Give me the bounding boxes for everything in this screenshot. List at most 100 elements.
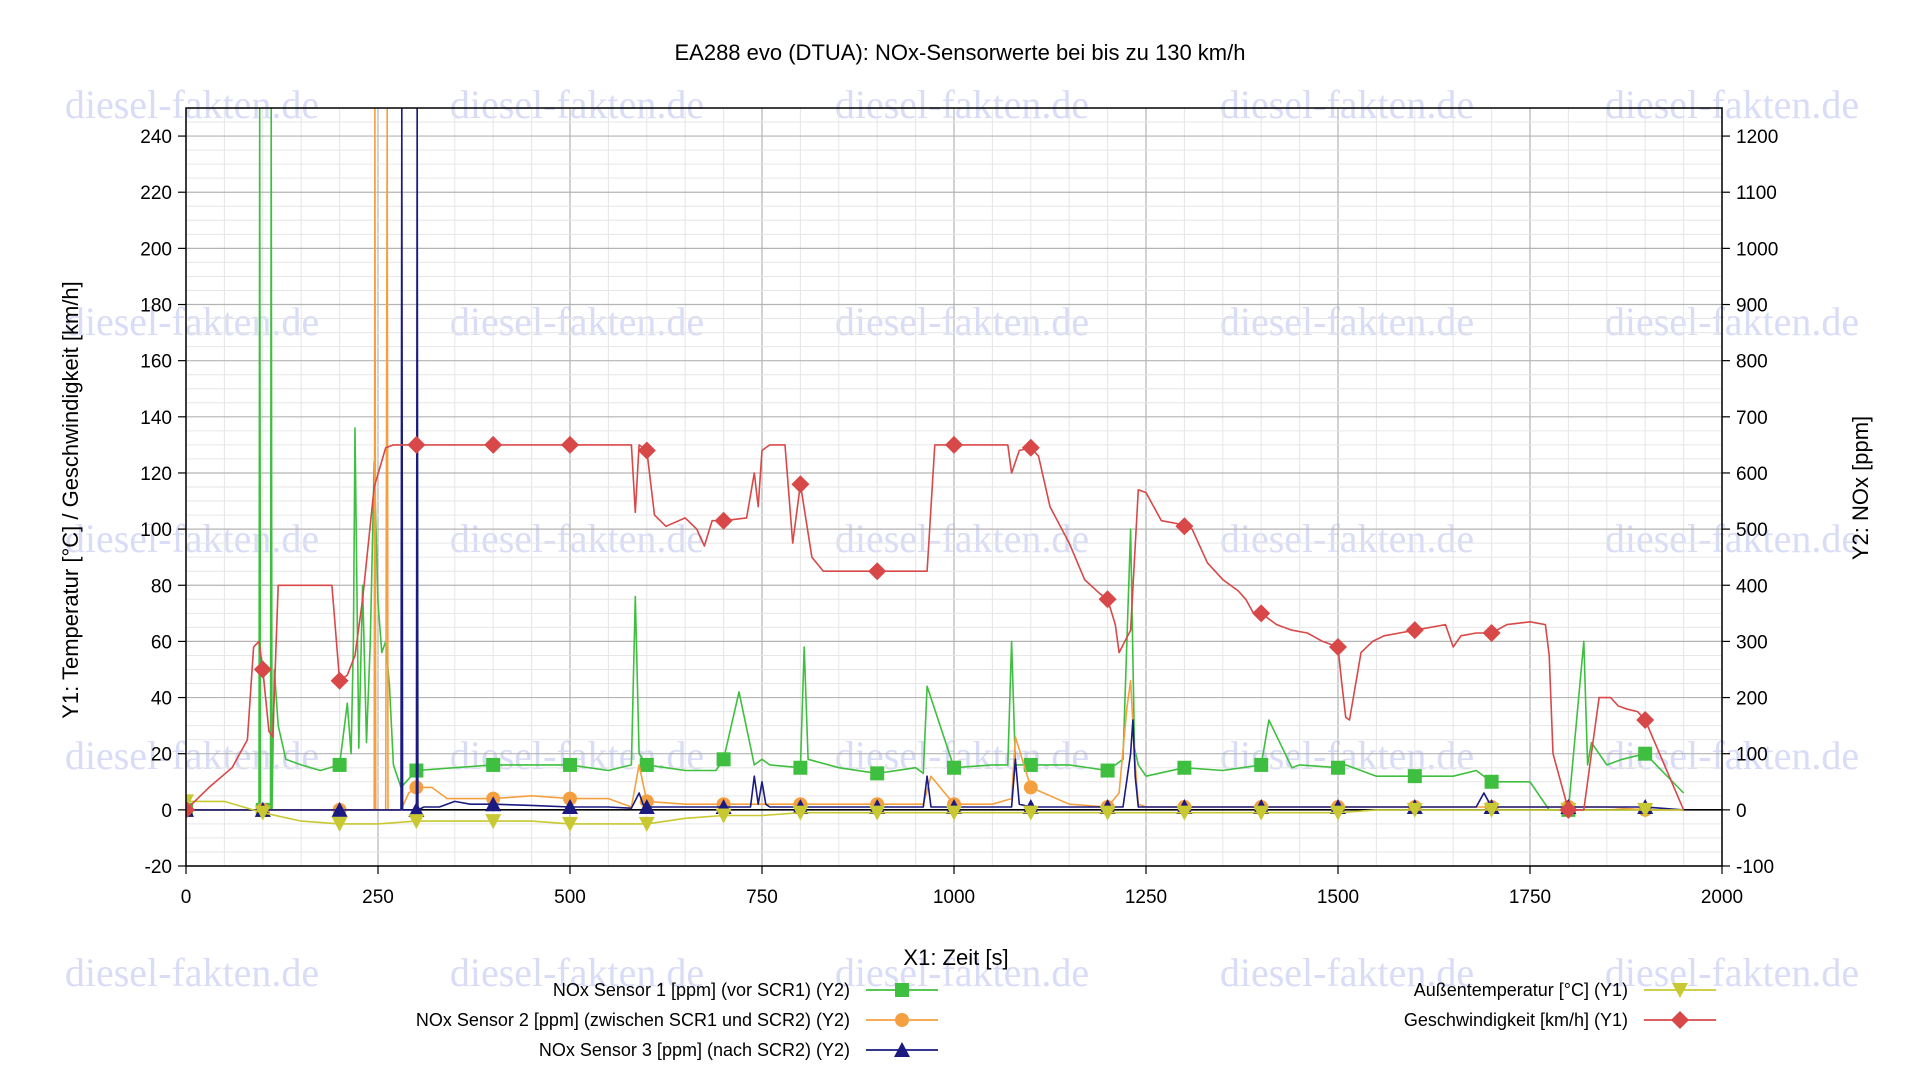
- marker-nox1: [639, 757, 654, 772]
- watermark-text: diesel-fakten.de: [1220, 516, 1474, 561]
- x-tick-label: 1250: [1125, 887, 1167, 908]
- y1-axis-title: Y1: Temperatur [°C] / Geschwindigkeit [k…: [58, 281, 83, 719]
- x-tick-label: 1000: [933, 887, 975, 908]
- watermark-text: diesel-fakten.de: [65, 516, 319, 561]
- marker-nox1: [870, 766, 885, 781]
- y1-tick-label: -20: [145, 857, 172, 878]
- marker-nox1: [1407, 769, 1422, 784]
- legend-label: Außentemperatur [°C] (Y1): [1414, 980, 1628, 1000]
- marker-speed: [1405, 621, 1424, 640]
- marker-speed: [1482, 623, 1501, 642]
- y1-tick-label: 180: [140, 296, 172, 317]
- marker-temp: [715, 808, 732, 824]
- watermark-text: diesel-fakten.de: [1220, 950, 1474, 995]
- watermark-text: diesel-fakten.de: [65, 733, 319, 778]
- marker-temp: [562, 816, 578, 832]
- marker-nox1: [793, 760, 808, 775]
- watermark-text: diesel-fakten.de: [450, 299, 704, 344]
- x-tick-label: 1500: [1317, 887, 1359, 908]
- series-nox1: [186, 108, 1685, 817]
- marker-nox1: [1638, 746, 1653, 761]
- watermark-text: diesel-fakten.de: [65, 82, 319, 127]
- watermark-text: diesel-fakten.de: [450, 516, 704, 561]
- x-tick-label: 2000: [1701, 887, 1743, 908]
- legend: NOx Sensor 1 [ppm] (vor SCR1) (Y2) NOx Se…: [416, 980, 1716, 1060]
- marker-speed: [253, 660, 272, 679]
- series-temp: [186, 794, 1684, 832]
- legend-marker: [895, 1013, 909, 1027]
- y2-tick-label: -100: [1736, 857, 1774, 878]
- y1-tick-label: 60: [151, 632, 172, 653]
- y2-tick-label: 600: [1736, 464, 1768, 485]
- marker-speed: [484, 435, 503, 454]
- y1-tick-label: 0: [161, 801, 172, 822]
- marker-nox3: [331, 801, 348, 817]
- marker-nox2: [563, 791, 577, 806]
- legend-item-nox1: NOx Sensor 1 [ppm] (vor SCR1) (Y2): [553, 980, 938, 1000]
- marker-temp: [1406, 802, 1423, 818]
- watermark-text: diesel-fakten.de: [1605, 950, 1859, 995]
- y2-tick-label: 1200: [1736, 127, 1778, 148]
- legend-label: Geschwindigkeit [km/h] (Y1): [1404, 1010, 1628, 1030]
- x-tick-label: 750: [746, 887, 778, 908]
- y2-tick-label: 100: [1736, 745, 1768, 766]
- marker-temp: [254, 805, 271, 821]
- marker-nox3: [485, 796, 502, 812]
- y2-tick-label: 400: [1736, 576, 1768, 597]
- y1-tick-label: 20: [151, 745, 172, 766]
- series-nox3: [186, 108, 1684, 817]
- watermark-text: diesel-fakten.de: [450, 950, 704, 995]
- legend-label: NOx Sensor 1 [ppm] (vor SCR1) (Y2): [553, 980, 850, 1000]
- marker-speed: [868, 562, 887, 581]
- y2-tick-label: 0: [1736, 801, 1747, 822]
- marker-speed: [1636, 711, 1655, 730]
- marker-temp: [408, 814, 425, 830]
- legend-label: NOx Sensor 2 [ppm] (zwischen SCR1 und SC…: [416, 1010, 850, 1030]
- marker-speed: [1329, 638, 1347, 657]
- marker-nox1: [1484, 774, 1499, 789]
- legend-label: NOx Sensor 3 [ppm] (nach SCR2) (Y2): [539, 1040, 850, 1060]
- x-tick-label: 0: [181, 887, 192, 908]
- watermark-text: diesel-fakten.de: [1220, 299, 1474, 344]
- plot-area: [186, 108, 1722, 832]
- marker-speed: [186, 800, 195, 819]
- watermark-text: diesel-fakten.de: [1605, 516, 1859, 561]
- x-tick-label: 1750: [1509, 887, 1551, 908]
- marker-speed: [1175, 517, 1194, 536]
- marker-nox1: [1254, 757, 1269, 772]
- y1-tick-label: 80: [151, 576, 172, 597]
- series-layer: [186, 108, 1722, 832]
- marker-speed: [1098, 590, 1117, 609]
- y1-tick-label: 40: [151, 689, 172, 710]
- watermark-text: diesel-fakten.de: [1605, 82, 1859, 127]
- legend-marker: [894, 1042, 910, 1057]
- watermark-text: diesel-fakten.de: [65, 299, 319, 344]
- chart-title: EA288 evo (DTUA): NOx-Sensorwerte bei bi…: [674, 40, 1245, 65]
- marker-nox1: [716, 752, 731, 767]
- marker-temp: [1099, 805, 1116, 821]
- y2-tick-label: 1000: [1736, 239, 1778, 260]
- y1-tick-label: 140: [140, 408, 172, 429]
- series-nox2: [186, 108, 1684, 817]
- legend-marker: [1671, 1011, 1689, 1029]
- marker-nox3: [562, 799, 578, 815]
- legend-item-speed: Geschwindigkeit [km/h] (Y1): [1404, 1010, 1716, 1030]
- marker-speed: [330, 671, 349, 690]
- marker-temp: [869, 805, 886, 821]
- marker-temp: [331, 816, 348, 832]
- watermark-text: diesel-fakten.de: [835, 516, 1089, 561]
- legend-marker: [895, 983, 909, 997]
- marker-speed: [1252, 604, 1271, 623]
- marker-temp: [1483, 802, 1500, 818]
- marker-temp: [1330, 805, 1346, 821]
- series-line-temp: [186, 800, 1684, 825]
- y2-axis-title: Y2: NOx [ppm]: [1848, 416, 1873, 560]
- y2-tick-label: 500: [1736, 520, 1768, 541]
- y1-tick-label: 160: [140, 352, 172, 373]
- marker-nox3: [408, 801, 425, 817]
- marker-nox1: [563, 757, 577, 772]
- marker-nox1: [1023, 757, 1038, 772]
- watermark-text: diesel-fakten.de: [835, 299, 1089, 344]
- marker-speed: [945, 435, 963, 454]
